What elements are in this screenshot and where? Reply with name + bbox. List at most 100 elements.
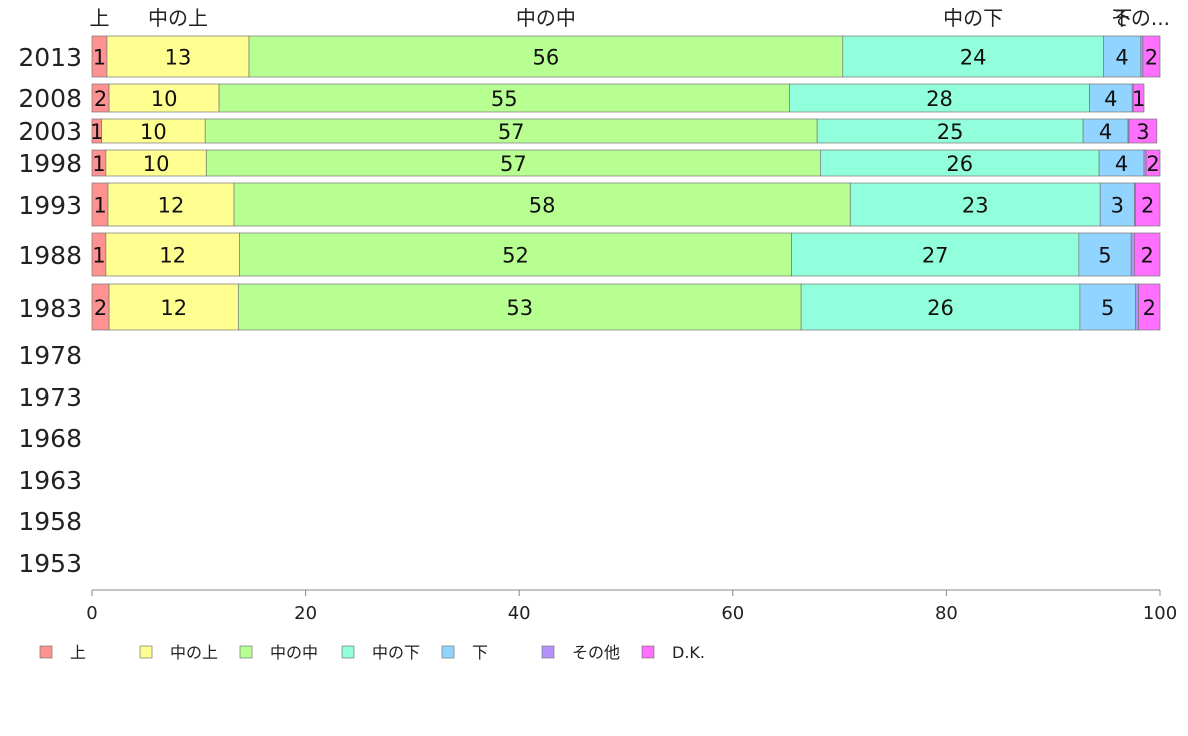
bar-label-2013-0: 1 [93, 46, 106, 70]
bars: 1 13 56 24 4 22 10 55 28 4 11 10 57 25 4 31 10 57 26 4 21 12 5… [90, 35, 1161, 331]
bar-label-1998-3: 26 [946, 152, 973, 176]
year-label-1953: 1953 [18, 549, 82, 578]
bar-2013-4 [1103, 35, 1142, 78]
bar-1983-6 [1138, 283, 1161, 331]
bar-1998-3 [820, 149, 1100, 177]
legend-label-6: D.K. [672, 643, 705, 662]
top-label-1: 中の上 [148, 6, 208, 30]
top-label-2: 中の中 [516, 6, 576, 30]
bar-label-2003-3: 25 [937, 120, 964, 144]
bar-label-2003-1: 10 [140, 120, 167, 144]
bar-label-1983-3: 26 [927, 296, 954, 320]
bar-1993-3 [849, 182, 1101, 227]
bar-1983-3 [800, 283, 1081, 331]
bar-label-1988-2: 52 [502, 244, 529, 268]
bar-label-1983-6: 2 [1143, 296, 1156, 320]
year-label-2013: 2013 [18, 43, 82, 72]
bar-label-2013-6: 2 [1145, 46, 1158, 70]
bar-1983-5 [1135, 283, 1139, 331]
bar-2003-3 [816, 118, 1084, 144]
x-tick-label-40: 40 [508, 603, 531, 624]
bar-1993-4 [1099, 182, 1135, 227]
bar-label-2003-2: 57 [498, 120, 525, 144]
year-label-1998: 1998 [18, 149, 82, 178]
bar-label-1983-2: 53 [506, 296, 533, 320]
bar-label-1998-6: 2 [1146, 152, 1159, 176]
year-label-1963: 1963 [18, 466, 82, 495]
bar-label-1983-4: 5 [1101, 296, 1114, 320]
legend: 上 中の上 中の中 中の下 下 その他 D.K. [39, 643, 705, 662]
legend-label-2: 中の中 [270, 643, 318, 662]
x-tick-label-80: 80 [935, 603, 958, 624]
bar-label-2008-2: 55 [491, 87, 518, 111]
bar-label-2008-0: 2 [94, 87, 107, 111]
bar-label-2013-2: 56 [533, 46, 560, 70]
bar-label-2013-4: 4 [1115, 46, 1128, 70]
bar-label-1998-1: 10 [143, 152, 170, 176]
year-label-1973: 1973 [18, 383, 82, 412]
year-labels: 2013 2008 2003 1998 1993 1988 1983 1978 1973 1968… [18, 43, 82, 578]
bar-1988-5 [1130, 232, 1135, 277]
bar-1998-6 [1145, 149, 1161, 177]
legend-swatch-4 [441, 645, 455, 659]
bar-label-1983-0: 2 [94, 296, 107, 320]
bar-label-2013-3: 24 [960, 46, 987, 70]
bar-label-1988-0: 1 [92, 244, 105, 268]
bar-label-2008-4: 4 [1104, 87, 1117, 111]
bar-1983-1 [108, 283, 239, 331]
bar-label-1993-1: 12 [158, 194, 185, 218]
top-label-5: その... [1111, 6, 1170, 30]
legend-label-5: その他 [572, 643, 620, 662]
bar-2013-3 [842, 35, 1104, 78]
bar-label-1998-4: 4 [1115, 152, 1128, 176]
legend-swatch-5 [541, 645, 555, 659]
x-tick-label-20: 20 [294, 603, 317, 624]
bar-2003-1 [101, 118, 206, 144]
bar-1993-2 [233, 182, 851, 227]
bar-2008-3 [789, 83, 1090, 113]
bar-label-2008-3: 28 [926, 87, 953, 111]
x-tick-label-60: 60 [721, 603, 744, 624]
bar-2013-6 [1142, 35, 1161, 78]
legend-swatch-3 [341, 645, 355, 659]
bar-1988-2 [239, 232, 792, 277]
bar-label-1998-2: 57 [500, 152, 527, 176]
bar-2008-4 [1089, 83, 1133, 113]
bar-2008-1 [108, 83, 220, 113]
bar-label-2013-1: 13 [165, 46, 192, 70]
bar-2008-6 [1132, 83, 1145, 113]
bar-1993-1 [107, 182, 235, 227]
bar-1998-4 [1098, 149, 1145, 177]
x-axis: 0 20 40 60 80 100 [86, 589, 1177, 624]
legend-label-1: 中の上 [170, 643, 218, 662]
bar-label-1988-1: 12 [159, 244, 186, 268]
bar-label-2008-6: 1 [1132, 87, 1145, 111]
legend-label-4: 下 [472, 643, 488, 662]
top-category-labels: 上 中の上 中の中 中の下 下その... [89, 6, 1170, 30]
bar-label-2008-1: 10 [151, 87, 178, 111]
bar-label-1993-0: 1 [93, 194, 106, 218]
bar-label-1993-2: 58 [529, 194, 556, 218]
bar-label-1993-3: 23 [962, 194, 989, 218]
legend-swatch-6 [641, 645, 655, 659]
year-label-2008: 2008 [18, 84, 82, 113]
x-tick-label-100: 100 [1143, 603, 1177, 624]
bar-1988-1 [105, 232, 240, 277]
bar-label-1993-6: 2 [1141, 194, 1154, 218]
year-label-1968: 1968 [18, 424, 82, 453]
top-label-4: 下 [1112, 6, 1132, 30]
bar-label-2003-4: 4 [1099, 120, 1112, 144]
legend-swatch-2 [239, 645, 253, 659]
bar-label-1983-1: 12 [160, 296, 187, 320]
top-label-3: 中の下 [943, 6, 1003, 30]
year-label-1958: 1958 [18, 507, 82, 536]
bar-label-1988-3: 27 [922, 244, 949, 268]
bar-label-2003-0: 1 [90, 120, 103, 144]
bar-1983-4 [1079, 283, 1136, 331]
year-label-2003: 2003 [18, 117, 82, 146]
year-label-1993: 1993 [18, 191, 82, 220]
legend-label-3: 中の下 [372, 643, 420, 662]
year-label-1978: 1978 [18, 341, 82, 370]
legend-swatch-0 [39, 645, 53, 659]
